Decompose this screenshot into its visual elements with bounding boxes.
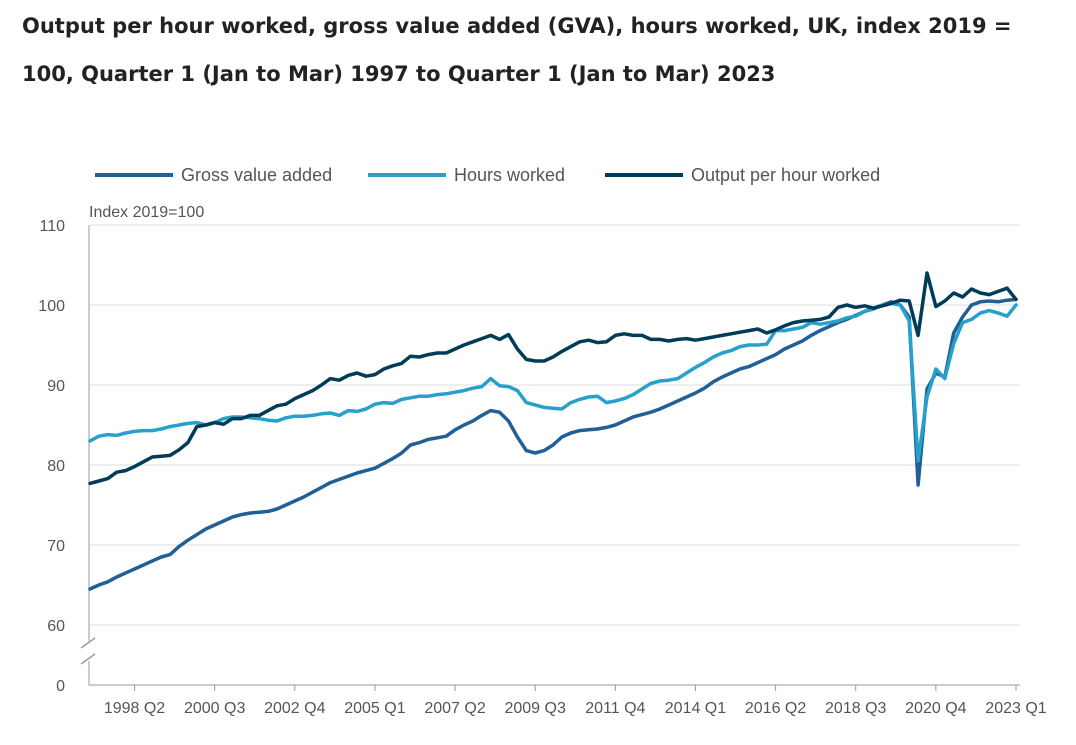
x-axis-ticks: 1998 Q2 2000 Q3 2002 Q4 2005 Q1 2007 Q2 2009 …: [104, 685, 1047, 717]
series-line-output-per-hour-worked: [88, 271, 1018, 486]
legend-label-output-per-hour-worked: Output per hour worked: [691, 165, 880, 185]
x-tick-label: 2018 Q3: [825, 700, 886, 717]
x-tick-label: 2014 Q1: [665, 700, 726, 717]
x-tick-label: 2009 Q3: [504, 700, 565, 717]
series-line-hours-worked: [88, 301, 1018, 463]
axis-break-mark: [80, 637, 96, 649]
gridlines: [90, 224, 1020, 626]
line-chart: Gross value added Hours worked Output per …: [38, 165, 1047, 717]
axis-break-mark: [80, 653, 96, 665]
x-tick-label: 2005 Q1: [344, 700, 405, 717]
y-tick-label: 0: [56, 678, 65, 695]
x-tick-label: 2007 Q2: [424, 700, 485, 717]
x-tick-label: 2023 Q1: [985, 700, 1046, 717]
chart-title: Output per hour worked, gross value adde…: [22, 14, 1012, 86]
legend-label-gross-value-added: Gross value added: [181, 165, 332, 185]
y-tick-label: 80: [47, 458, 65, 475]
axes: [80, 225, 1020, 686]
y-axis-ticks: 0 60 70 80 90 100 110: [38, 218, 65, 695]
y-tick-label: 100: [38, 298, 65, 315]
x-tick-label: 2002 Q4: [264, 700, 325, 717]
y-tick-label: 60: [47, 618, 65, 635]
x-tick-label: 2016 Q2: [745, 700, 806, 717]
x-tick-label: 2000 Q3: [184, 700, 245, 717]
y-tick-label: 70: [47, 538, 65, 555]
series-line-gross-value-added: [88, 297, 1018, 591]
legend-label-hours-worked: Hours worked: [454, 165, 565, 185]
y-axis-label: Index 2019=100: [89, 204, 204, 221]
x-tick-label: 2020 Q4: [905, 700, 966, 717]
y-tick-label: 110: [39, 218, 65, 235]
legend: Gross value added Hours worked Output per …: [95, 165, 880, 185]
x-tick-label: 2011 Q4: [585, 700, 645, 717]
x-tick-label: 1998 Q2: [104, 700, 165, 717]
series-lines: [88, 271, 1018, 591]
y-tick-label: 90: [47, 378, 65, 395]
